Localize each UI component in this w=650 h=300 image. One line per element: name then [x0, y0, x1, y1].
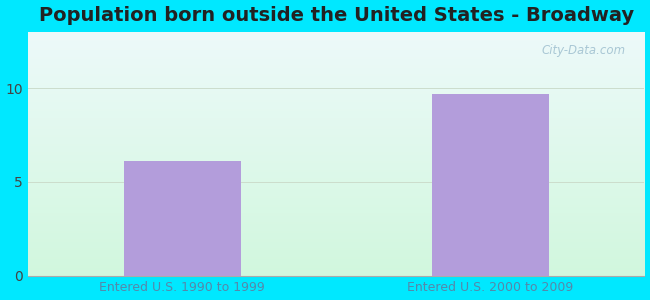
Bar	[124, 161, 240, 276]
Text: City-Data.com: City-Data.com	[542, 44, 626, 57]
Bar	[432, 94, 549, 276]
Title: Population born outside the United States - Broadway: Population born outside the United State…	[39, 6, 634, 25]
